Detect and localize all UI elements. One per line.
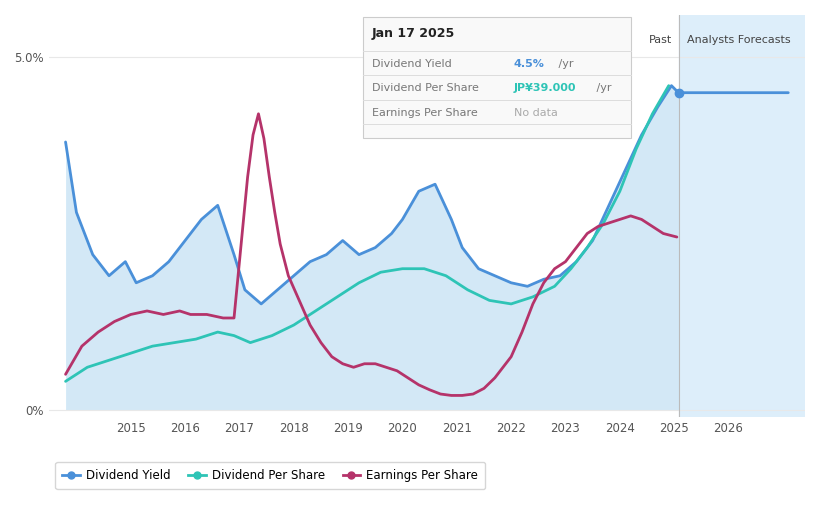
Text: Dividend Yield: Dividend Yield (372, 59, 452, 70)
Text: /yr: /yr (555, 59, 574, 70)
Text: JP¥39.000: JP¥39.000 (514, 83, 576, 93)
Text: 4.5%: 4.5% (514, 59, 544, 70)
Text: Dividend Per Share: Dividend Per Share (372, 83, 479, 93)
Text: Past: Past (649, 35, 672, 45)
Legend: Dividend Yield, Dividend Per Share, Earnings Per Share: Dividend Yield, Dividend Per Share, Earn… (55, 462, 485, 489)
Text: Jan 17 2025: Jan 17 2025 (372, 27, 455, 40)
Text: /yr: /yr (593, 83, 612, 93)
FancyBboxPatch shape (363, 17, 631, 138)
Text: Earnings Per Share: Earnings Per Share (372, 108, 478, 117)
Bar (678, 15, 805, 417)
Text: No data: No data (514, 108, 557, 117)
Text: Analysts Forecasts: Analysts Forecasts (686, 35, 791, 45)
